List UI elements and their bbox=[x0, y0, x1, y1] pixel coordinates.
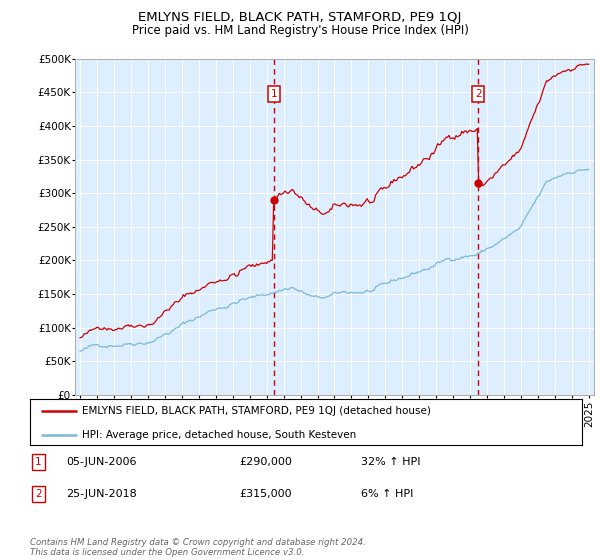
Text: HPI: Average price, detached house, South Kesteven: HPI: Average price, detached house, Sout… bbox=[82, 430, 356, 440]
Text: 1: 1 bbox=[271, 89, 277, 99]
Text: £315,000: £315,000 bbox=[240, 489, 292, 500]
Text: 2: 2 bbox=[475, 89, 482, 99]
Text: Price paid vs. HM Land Registry's House Price Index (HPI): Price paid vs. HM Land Registry's House … bbox=[131, 24, 469, 36]
Text: 1: 1 bbox=[35, 457, 41, 467]
Text: EMLYNS FIELD, BLACK PATH, STAMFORD, PE9 1QJ (detached house): EMLYNS FIELD, BLACK PATH, STAMFORD, PE9 … bbox=[82, 406, 431, 416]
Text: Contains HM Land Registry data © Crown copyright and database right 2024.
This d: Contains HM Land Registry data © Crown c… bbox=[30, 538, 366, 557]
Text: EMLYNS FIELD, BLACK PATH, STAMFORD, PE9 1QJ: EMLYNS FIELD, BLACK PATH, STAMFORD, PE9 … bbox=[139, 11, 461, 24]
Text: 25-JUN-2018: 25-JUN-2018 bbox=[66, 489, 137, 500]
Text: 05-JUN-2006: 05-JUN-2006 bbox=[66, 457, 136, 467]
Text: 2: 2 bbox=[35, 489, 41, 500]
Text: 32% ↑ HPI: 32% ↑ HPI bbox=[361, 457, 421, 467]
Text: £290,000: £290,000 bbox=[240, 457, 293, 467]
Text: 6% ↑ HPI: 6% ↑ HPI bbox=[361, 489, 413, 500]
